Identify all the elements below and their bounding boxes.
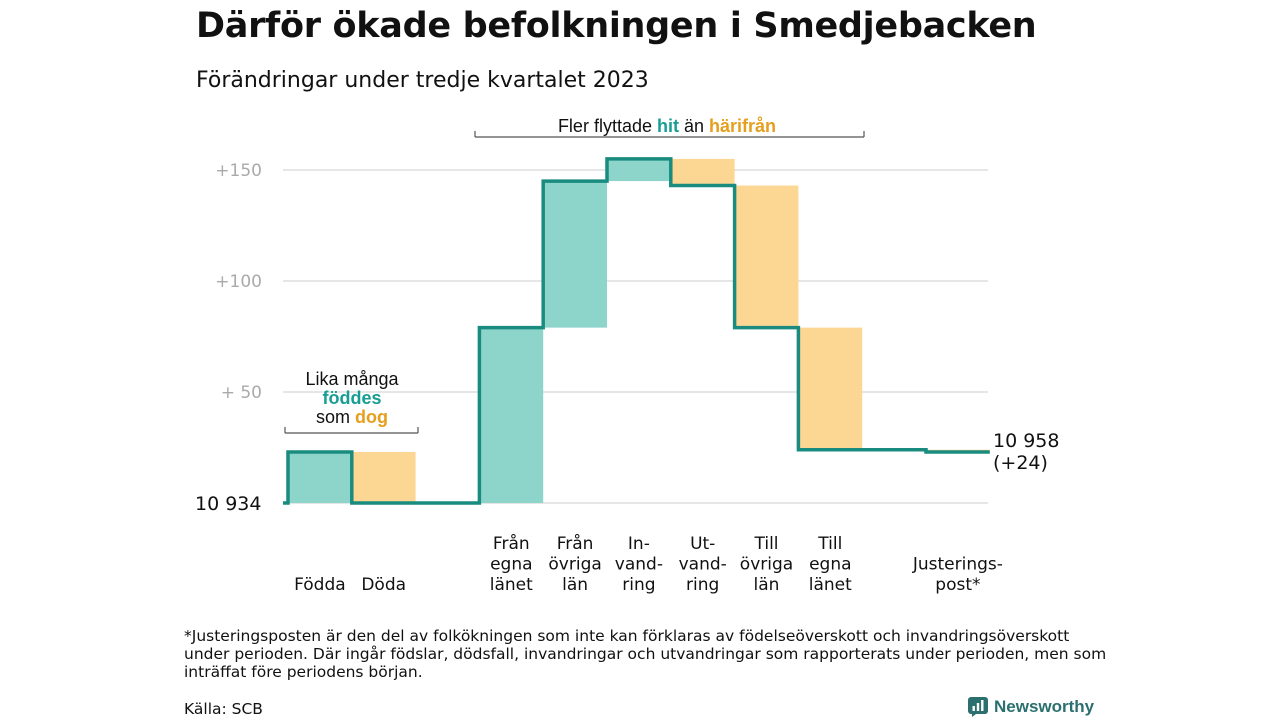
bar-in	[479, 327, 544, 503]
y-tick-label: +100	[215, 272, 262, 292]
end-value-label: 10 958	[993, 430, 1059, 452]
annotation-plain-text: Lika många	[305, 369, 399, 389]
category-label: Döda	[361, 575, 406, 595]
category-label: egna	[490, 555, 532, 575]
page-title: Därför ökade befolkningen i Smedjebacken	[196, 6, 1037, 46]
category-label: Till	[817, 534, 842, 554]
annotation-in-text: hit	[657, 116, 679, 136]
category-label: län	[562, 575, 588, 595]
bar-in	[543, 181, 607, 328]
category-label: vand-	[615, 555, 663, 575]
y-tick-label: +150	[215, 161, 262, 181]
category-label: län	[754, 575, 780, 595]
annotation-births-bracket	[284, 427, 419, 434]
category-label: Justerings-	[912, 555, 1003, 575]
bar-out	[798, 327, 863, 450]
annotation-plain-text: som	[316, 407, 355, 427]
annotation-moves: Fler flyttade hit än härifrån	[558, 116, 776, 136]
category-label: övriga	[548, 555, 601, 575]
category-label: länet	[490, 575, 533, 595]
annotation-plain-text: Fler flyttade	[558, 116, 657, 136]
category-label: Ut-	[690, 534, 715, 554]
category-label: länet	[809, 575, 852, 595]
category-label: övriga	[740, 555, 793, 575]
source-note: Källa: SCB	[184, 700, 263, 718]
annotation-moves-bracket	[474, 131, 865, 138]
start-value-label: 10 934	[195, 493, 261, 515]
annotation-births: Lika många	[305, 369, 399, 389]
annotation-in-text: föddes	[322, 388, 381, 408]
page-subtitle: Förändringar under tredje kvartalet 2023	[196, 68, 649, 93]
category-label: Till	[753, 534, 778, 554]
category-label: egna	[809, 555, 851, 575]
end-value-label: (+24)	[993, 452, 1048, 474]
newsworthy-logo: Newsworthy	[968, 697, 1094, 717]
category-label: Födda	[294, 575, 346, 595]
category-label: In-	[628, 534, 650, 554]
bar-out	[351, 451, 416, 503]
running-total-line	[283, 157, 990, 505]
y-tick-label: + 50	[221, 383, 262, 403]
bar-in	[607, 158, 671, 182]
category-label: vand-	[679, 555, 727, 575]
bar-chart-icon	[968, 697, 988, 717]
category-label: ring	[686, 575, 719, 595]
logo-text: Newsworthy	[994, 697, 1095, 716]
category-label: Från	[557, 533, 594, 554]
bar-out	[734, 185, 799, 328]
category-label: ring	[622, 575, 655, 595]
footnote: *Justeringsposten är den del av folkökni…	[184, 627, 1107, 681]
annotation-out-text: dog	[355, 407, 388, 427]
annotation-plain-text: än	[679, 116, 709, 136]
annotation-out-text: härifrån	[709, 116, 776, 136]
category-label: Från	[493, 533, 530, 554]
annotation-births: som dog	[316, 407, 388, 427]
bar-out	[670, 158, 735, 186]
bar-in	[288, 451, 352, 503]
annotation-births: föddes	[322, 388, 381, 408]
category-label: post*	[935, 575, 980, 595]
